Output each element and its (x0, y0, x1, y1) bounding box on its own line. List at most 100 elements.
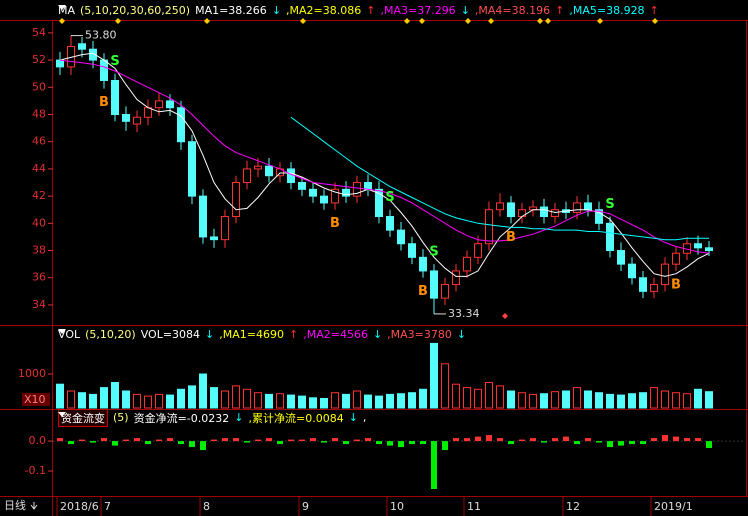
candle-body (485, 209, 493, 245)
indicator-name: 资金流变 (58, 408, 108, 427)
header-value: 资金净流=-0.0232 (133, 411, 230, 425)
indicator-header: 资金流变 (5) 资金净流=-0.0232 ↓ ,累计净流=0.0084 ↓, (58, 408, 366, 427)
high-label: 53.80 (85, 29, 117, 42)
candle-body (309, 188, 317, 197)
volume-bar (705, 391, 713, 409)
candle-body (573, 202, 581, 213)
candle-body (166, 100, 174, 109)
candle-body (507, 202, 515, 218)
volume-bar (430, 342, 438, 409)
flow-bar (662, 435, 668, 442)
flow-bar (277, 441, 283, 445)
x-tick-label: 10 (390, 500, 404, 513)
dropdown-icon[interactable] (58, 410, 66, 418)
volume-bar (518, 392, 526, 409)
flow-bar (409, 441, 415, 445)
volume-bar (584, 390, 592, 409)
candle-body (177, 107, 185, 143)
signal-label: B (418, 284, 428, 299)
volume-bar (364, 394, 372, 409)
volume-bar (529, 393, 537, 409)
header-trend: ↑ (366, 4, 376, 17)
candle-body (221, 216, 229, 241)
volume-bar (254, 392, 262, 409)
period-label: 日线 (4, 498, 26, 512)
volume-bar (144, 395, 152, 409)
indicator-params: (5,10,20) (85, 328, 136, 341)
flow-bar (673, 436, 679, 442)
volume-bar (298, 395, 306, 409)
volume-unit: X10 (24, 393, 46, 406)
y-tick-label: 48 (32, 108, 46, 121)
flow-bar (101, 438, 107, 442)
flow-bar (475, 436, 481, 442)
candle-body (78, 43, 86, 50)
candle-body (672, 252, 680, 265)
candle-body (232, 182, 240, 218)
volume-bar (595, 392, 603, 409)
y-tick-label: 34 (32, 298, 46, 311)
signal-label: B (99, 95, 109, 110)
low-label: 33.34 (448, 307, 480, 320)
volume-bar (221, 390, 229, 409)
x-tick-label: 7 (104, 500, 111, 513)
flow-bar (607, 441, 613, 448)
header-value: ,MA2=38.086 (286, 4, 362, 17)
y-tick-label: 42 (32, 189, 46, 202)
flow-bar (530, 438, 536, 442)
candle-body (430, 270, 438, 299)
flow-bar (574, 441, 580, 445)
volume-bar (606, 393, 614, 409)
header-trend: ↑ (555, 4, 565, 17)
volume-bar (287, 394, 295, 409)
volume-bar (199, 373, 207, 409)
volume-bar (232, 385, 240, 409)
candle-body (56, 59, 64, 68)
volume-bar (111, 382, 119, 409)
y-tick-label: 38 (32, 244, 46, 257)
dropdown-icon[interactable] (58, 3, 66, 11)
volume-bar (265, 393, 273, 409)
flow-bar (365, 438, 371, 442)
header-value: ,累计净流=0.0084 (248, 411, 344, 425)
candle-body (111, 79, 119, 116)
flow-bar (508, 441, 514, 445)
volume-bar (386, 393, 394, 409)
volume-bar (496, 385, 504, 409)
header-trend: ↓ (456, 328, 467, 341)
candle-body (419, 256, 427, 272)
flow-bar (695, 438, 701, 442)
candle-body (298, 182, 306, 190)
flow-bar (585, 438, 591, 442)
header-trend: ↓ (271, 4, 282, 17)
dropdown-triangle (58, 329, 66, 334)
candle-body (342, 188, 350, 197)
flow-bar (563, 436, 569, 442)
y-tick-label: 0.0 (29, 434, 47, 447)
volume-bar (562, 390, 570, 409)
volume-bar (573, 387, 581, 409)
header-trend: ↓ (234, 411, 244, 424)
flow-bar (431, 441, 437, 490)
flow-bar (376, 441, 382, 445)
flow-bar (310, 438, 316, 442)
volume-bar (375, 395, 383, 409)
volume-bar (408, 392, 416, 409)
y-tick-label: 40 (32, 216, 46, 229)
candle-body (243, 168, 251, 184)
candle-body (386, 216, 394, 231)
volume-bar (188, 385, 196, 409)
candle-body (628, 263, 636, 279)
flow-bar (211, 439, 217, 442)
candle-body (606, 222, 614, 252)
y-tick-label: 50 (32, 80, 46, 93)
candle-body (441, 284, 449, 299)
header-value: ,MA5=38.928 (569, 4, 645, 17)
unit-badge (22, 393, 50, 406)
candle-body (650, 284, 658, 292)
flow-bar (453, 438, 459, 442)
indicator-header: MA (5,10,20,30,60,250) MA1=38.266 ↓ ,MA2=38.… (58, 3, 659, 18)
dropdown-icon[interactable] (58, 327, 66, 335)
flow-bar (57, 438, 63, 442)
flow-bar (618, 441, 624, 446)
